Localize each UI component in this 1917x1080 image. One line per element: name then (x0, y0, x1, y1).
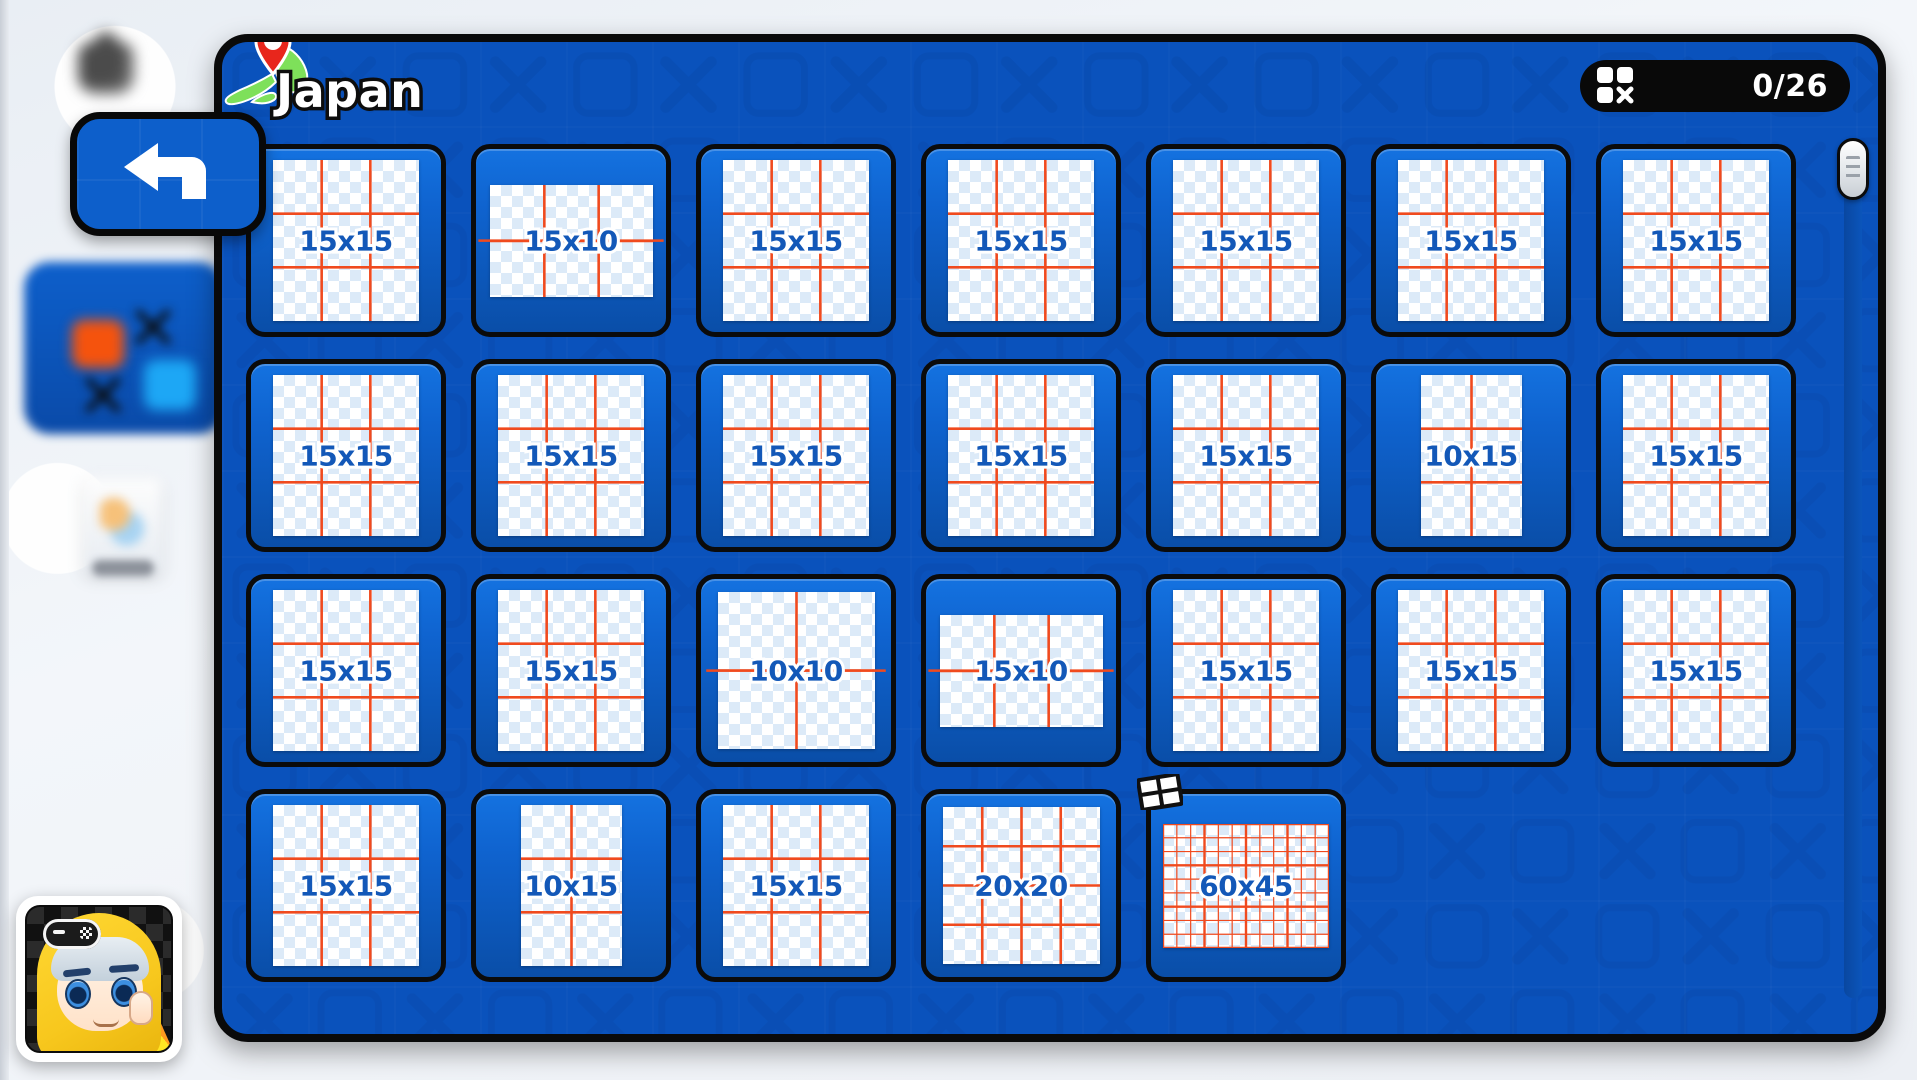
puzzle-size-label: 15x15 (746, 221, 846, 260)
vertical-scrollbar-track[interactable] (1837, 138, 1869, 998)
vertical-scrollbar-thumb[interactable] (1837, 138, 1869, 200)
level-tile[interactable]: 15x15 (1596, 359, 1796, 552)
level-tile[interactable]: 15x15 (696, 359, 896, 552)
puzzle-preview-board (1173, 375, 1319, 536)
puzzle-grid-overflow-lines (478, 239, 664, 242)
puzzle-size-label: 15x15 (1196, 651, 1296, 690)
page-title: Japan (272, 61, 426, 122)
panel-header: Japan 0/26 (222, 42, 1878, 134)
puzzle-size-label: 15x10 (521, 221, 621, 260)
puzzle-size-label: 15x15 (521, 651, 621, 690)
level-tile[interactable]: 15x15 (246, 359, 446, 552)
puzzle-grid-overflow-lines (928, 669, 1114, 672)
japan-map-icon (222, 42, 334, 126)
x-mark-icon (136, 310, 170, 344)
back-button[interactable] (70, 112, 266, 236)
avatar-eye-left (65, 979, 91, 1009)
puzzle-preview-board (520, 805, 622, 966)
puzzle-size-label: 15x15 (971, 221, 1071, 260)
puzzle-size-label: 15x15 (296, 436, 396, 475)
puzzle-size-label: 15x15 (1196, 436, 1296, 475)
level-tile[interactable]: 15x15 (246, 144, 446, 337)
puzzle-size-label: 15x15 (1646, 651, 1746, 690)
puzzle-size-label: 15x15 (746, 866, 846, 905)
puzzle-preview-board (273, 375, 419, 536)
puzzle-size-label: 15x15 (1196, 221, 1296, 260)
level-select-panel: Japan 0/26 15x15 15x10 15x15 15x15 15x15 15x1… (214, 34, 1886, 1042)
puzzle-preview-board (1623, 375, 1769, 536)
level-tile[interactable]: 10x10 (696, 574, 896, 767)
puzzle-preview-board (723, 160, 869, 321)
puzzle-size-label: 15x10 (971, 651, 1071, 690)
blue-square-icon (144, 360, 196, 410)
puzzle-grid-x-icon (1597, 67, 1634, 104)
puzzle-size-label: 15x15 (1646, 221, 1746, 260)
puzzle-size-label: 15x15 (296, 651, 396, 690)
level-tile[interactable]: 15x10 (471, 144, 671, 337)
orange-square-icon (72, 320, 124, 368)
x-mark-icon (86, 378, 120, 412)
notes-widget-label (92, 560, 154, 576)
level-tile[interactable]: 15x15 (696, 144, 896, 337)
level-tile[interactable]: 20x20 (921, 789, 1121, 982)
lamp-widget-blurred (78, 32, 134, 94)
screen-left-edge (0, 0, 9, 1080)
level-tile[interactable]: 15x15 (1371, 574, 1571, 767)
puzzle-size-label: 15x15 (1646, 436, 1746, 475)
puzzle-size-label: 15x15 (1421, 221, 1521, 260)
puzzle-preview-board (273, 590, 419, 751)
puzzle-preview-board (1623, 590, 1769, 751)
back-arrow-icon (124, 143, 206, 199)
level-tiles-scroll-area[interactable]: 15x15 15x10 15x15 15x15 15x15 15x15 15x15 15x15… (222, 134, 1878, 1034)
puzzle-size-label: 60x45 (1196, 866, 1296, 905)
puzzle-preview-board (498, 590, 644, 751)
puzzle-size-label: 15x15 (296, 866, 396, 905)
puzzles-solved-badge: 0/26 (1580, 60, 1850, 112)
level-tile[interactable]: 15x15 (1596, 144, 1796, 337)
level-tile[interactable]: 15x15 (1146, 359, 1346, 552)
puzzle-preview-board (1420, 375, 1522, 536)
avatar-mouth (93, 1019, 119, 1027)
level-tile[interactable]: 15x15 (696, 789, 896, 982)
level-tile[interactable]: 10x15 (471, 789, 671, 982)
level-tiles-grid: 15x15 15x10 15x15 15x15 15x15 15x15 15x15 15x15… (222, 134, 1878, 982)
level-tile[interactable]: 15x15 (246, 789, 446, 982)
mega-puzzle-badge-icon (1137, 774, 1183, 810)
level-tile[interactable]: 15x15 (921, 144, 1121, 337)
level-tile[interactable]: 60x45 (1137, 774, 1346, 982)
location-pin-icon (254, 42, 292, 77)
puzzle-size-label: 10x10 (746, 651, 846, 690)
level-tile[interactable]: 15x10 (921, 574, 1121, 767)
notes-doodle-icon (100, 496, 146, 548)
puzzle-size-label: 10x15 (1421, 436, 1521, 475)
gamepad-icon (43, 919, 101, 949)
level-tile[interactable]: 15x15 (1371, 144, 1571, 337)
level-tile[interactable]: 15x15 (921, 359, 1121, 552)
level-tile[interactable]: 15x15 (1146, 144, 1346, 337)
puzzle-size-label: 15x15 (521, 436, 621, 475)
level-tile[interactable]: 15x15 (471, 359, 671, 552)
picross-tiles-widget-blurred (24, 262, 224, 434)
avatar (25, 905, 173, 1053)
puzzle-preview-board (273, 160, 419, 321)
level-tile[interactable]: 15x15 (246, 574, 446, 767)
puzzle-size-label: 15x15 (746, 436, 846, 475)
puzzle-grid-overflow-lines (706, 669, 886, 672)
level-tile[interactable]: 15x15 (471, 574, 671, 767)
puzzle-size-label: 15x15 (971, 436, 1071, 475)
puzzle-size-label: 10x15 (521, 866, 621, 905)
puzzle-preview-board (1398, 590, 1544, 751)
level-tile[interactable]: 15x15 (1596, 574, 1796, 767)
avatar-hand (129, 991, 153, 1025)
puzzle-size-label: 20x20 (971, 866, 1071, 905)
level-tile[interactable]: 10x15 (1371, 359, 1571, 552)
puzzle-size-label: 15x15 (296, 221, 396, 260)
player-avatar-card[interactable] (16, 896, 182, 1062)
level-tile[interactable]: 15x15 (1146, 574, 1346, 767)
puzzle-size-label: 15x15 (1421, 651, 1521, 690)
puzzles-solved-count: 0/26 (1752, 68, 1828, 104)
